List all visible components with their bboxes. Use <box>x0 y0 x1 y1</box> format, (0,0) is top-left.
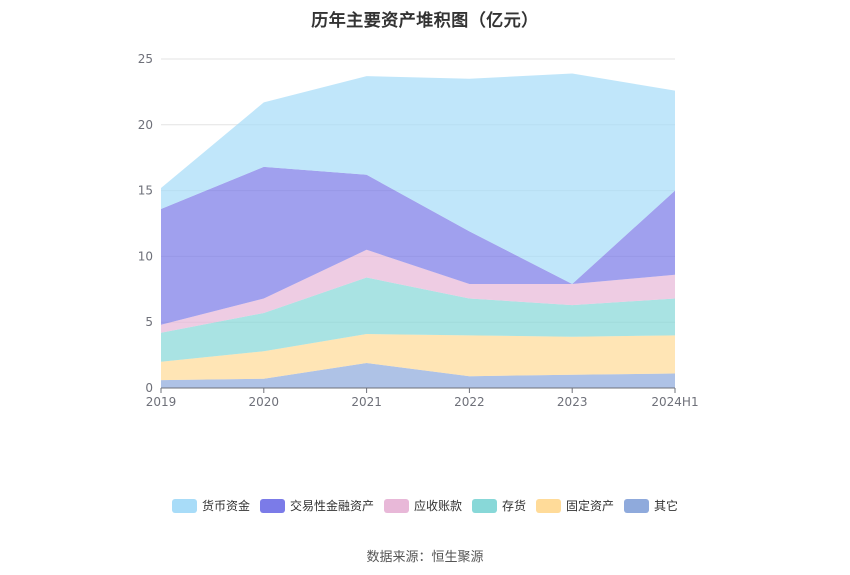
legend-label: 交易性金融资产 <box>290 498 374 513</box>
legend-swatch <box>472 499 497 513</box>
y-tick-label: 15 <box>138 184 153 198</box>
legend-item-3[interactable]: 应收账款 <box>384 498 462 513</box>
y-tick-label: 25 <box>138 52 153 66</box>
legend-label: 存货 <box>502 498 526 513</box>
legend-item-2[interactable]: 存货 <box>472 498 526 513</box>
axes: 0 5 10 15 20 25 2019 2020 2021 2022 2023 2024H1 <box>138 52 699 409</box>
legend-item-5[interactable]: 货币资金 <box>172 498 250 513</box>
legend-swatch <box>624 499 649 513</box>
legend-label: 固定资产 <box>566 498 614 513</box>
chart-title: 历年主要资产堆积图（亿元） <box>311 11 539 31</box>
legend-label: 应收账款 <box>414 498 462 513</box>
legend-swatch <box>536 499 561 513</box>
source-note: 数据来源：恒生聚源 <box>366 550 484 565</box>
legend-item-1[interactable]: 固定资产 <box>536 498 614 513</box>
area-series-2 <box>161 277 675 362</box>
legend-item-0[interactable]: 其它 <box>624 498 678 513</box>
legend[interactable]: 货币资金 交易性金融资产 应收账款 存货 固定资产 其它 <box>172 498 678 513</box>
x-tick-label: 2021 <box>351 395 382 409</box>
x-tick-label: 2020 <box>249 395 280 409</box>
legend-label: 其它 <box>654 498 678 513</box>
y-tick-label: 20 <box>138 118 153 132</box>
legend-label: 货币资金 <box>202 498 250 513</box>
area-series-3 <box>161 249 675 333</box>
y-tick-label: 0 <box>145 381 153 395</box>
legend-swatch <box>260 499 285 513</box>
legend-swatch <box>172 499 197 513</box>
x-tick-label: 2022 <box>454 395 485 409</box>
area-series-0 <box>161 363 675 388</box>
y-tick-label: 5 <box>145 315 153 329</box>
x-tick-label: 2023 <box>557 395 588 409</box>
area-series <box>161 73 675 388</box>
area-series-1 <box>161 334 675 381</box>
area-series-5 <box>161 73 675 284</box>
legend-swatch <box>384 499 409 513</box>
area-series-4 <box>161 166 675 325</box>
x-tick-label: 2024H1 <box>651 395 698 409</box>
legend-item-4[interactable]: 交易性金融资产 <box>260 498 374 513</box>
y-tick-label: 10 <box>138 249 153 263</box>
x-tick-label: 2019 <box>146 395 177 409</box>
